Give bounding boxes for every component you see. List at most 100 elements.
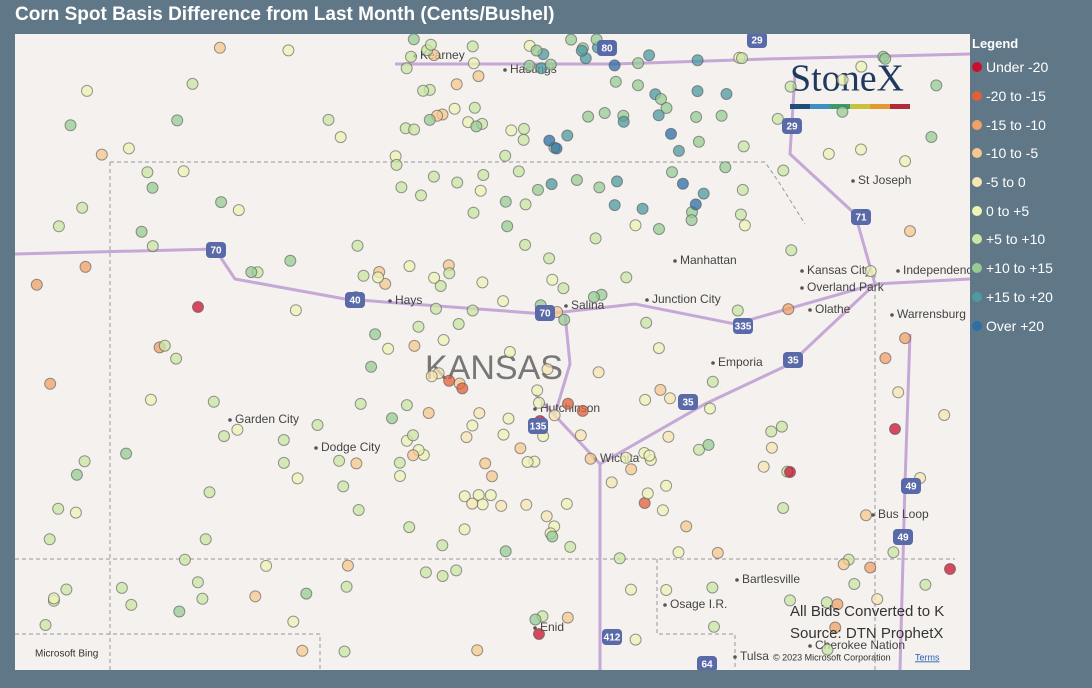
point xyxy=(697,187,710,200)
shield-bg xyxy=(206,242,226,258)
point xyxy=(734,208,747,221)
point xyxy=(609,75,622,88)
point xyxy=(394,470,406,482)
place-dot xyxy=(673,259,677,263)
point xyxy=(340,580,353,593)
point xyxy=(365,360,378,373)
point xyxy=(765,441,778,454)
legend-item[interactable]: 0 to +5 xyxy=(972,196,1053,225)
point xyxy=(467,57,480,70)
point xyxy=(592,366,605,379)
point xyxy=(887,546,900,559)
shield-label: 335 xyxy=(735,322,752,333)
point xyxy=(691,54,704,67)
point xyxy=(497,295,510,308)
point xyxy=(664,392,676,405)
point xyxy=(676,177,689,190)
point xyxy=(546,273,559,286)
point xyxy=(689,198,702,211)
legend-item[interactable]: +5 to +10 xyxy=(972,225,1053,254)
point xyxy=(407,429,419,442)
point xyxy=(430,302,442,315)
place-label: Emporia xyxy=(718,355,763,369)
point xyxy=(64,119,77,132)
point xyxy=(456,382,469,395)
point xyxy=(218,430,230,443)
point xyxy=(611,175,623,188)
legend-item[interactable]: -5 to 0 xyxy=(972,168,1053,197)
point xyxy=(892,386,905,399)
legend-item[interactable]: Over +20 xyxy=(972,311,1053,340)
point xyxy=(357,269,370,282)
point xyxy=(655,93,667,105)
point xyxy=(467,206,480,219)
shield-bg xyxy=(345,292,365,308)
legend-item[interactable]: Under -20 xyxy=(972,53,1053,82)
point xyxy=(70,468,83,481)
legend-item[interactable]: +15 to +20 xyxy=(972,283,1053,312)
point xyxy=(425,370,438,383)
point xyxy=(191,576,204,589)
point xyxy=(386,412,398,425)
point xyxy=(76,201,89,214)
point xyxy=(351,239,364,252)
point xyxy=(428,271,441,284)
point xyxy=(412,320,425,333)
legend-swatch xyxy=(972,320,982,331)
point xyxy=(43,533,56,546)
point xyxy=(784,594,796,607)
point xyxy=(672,144,685,157)
point xyxy=(514,442,527,455)
point xyxy=(423,113,436,126)
point xyxy=(390,158,403,171)
point xyxy=(451,176,464,189)
point xyxy=(158,339,171,352)
point xyxy=(519,198,532,211)
point xyxy=(505,124,518,137)
point xyxy=(171,114,184,127)
point xyxy=(848,578,861,590)
point xyxy=(680,520,693,533)
legend-swatch xyxy=(972,91,982,102)
point xyxy=(530,44,543,57)
point xyxy=(613,552,626,565)
point xyxy=(836,73,849,86)
legend-item[interactable]: -10 to -5 xyxy=(972,139,1053,168)
place-label: Hays xyxy=(395,293,422,307)
legend-title: Legend xyxy=(972,36,1019,51)
shield-label: 64 xyxy=(701,660,713,670)
point xyxy=(562,397,574,410)
shield-label: 29 xyxy=(786,122,798,133)
point xyxy=(660,584,673,596)
point xyxy=(620,451,632,464)
shields: 80 29 29 70 70 40 335 35 35 135 49 49 412 64 71 xyxy=(206,34,921,670)
point xyxy=(822,147,835,160)
point xyxy=(860,509,872,522)
place-label: Kansas City xyxy=(807,263,871,277)
point xyxy=(625,583,637,596)
point xyxy=(625,463,638,476)
point xyxy=(702,438,715,451)
point xyxy=(785,244,798,257)
point xyxy=(656,504,669,517)
place-label: Bartlesville xyxy=(742,572,800,586)
legend-swatch xyxy=(972,263,982,274)
legend-item[interactable]: +10 to +15 xyxy=(972,254,1053,283)
point xyxy=(289,304,302,317)
legend-item[interactable]: -15 to -10 xyxy=(972,110,1053,139)
point xyxy=(598,107,611,119)
point xyxy=(666,166,678,179)
point xyxy=(620,271,633,284)
point xyxy=(408,123,421,136)
point xyxy=(737,140,750,153)
point xyxy=(144,393,157,406)
shield-label: 40 xyxy=(349,296,361,307)
point xyxy=(925,131,938,143)
shield-bg xyxy=(602,629,622,645)
point xyxy=(593,181,606,194)
legend-item[interactable]: -20 to -15 xyxy=(972,82,1053,111)
point xyxy=(79,260,92,273)
place-dot xyxy=(645,298,649,302)
point xyxy=(403,260,416,273)
terms[interactable]: Terms xyxy=(915,652,940,662)
